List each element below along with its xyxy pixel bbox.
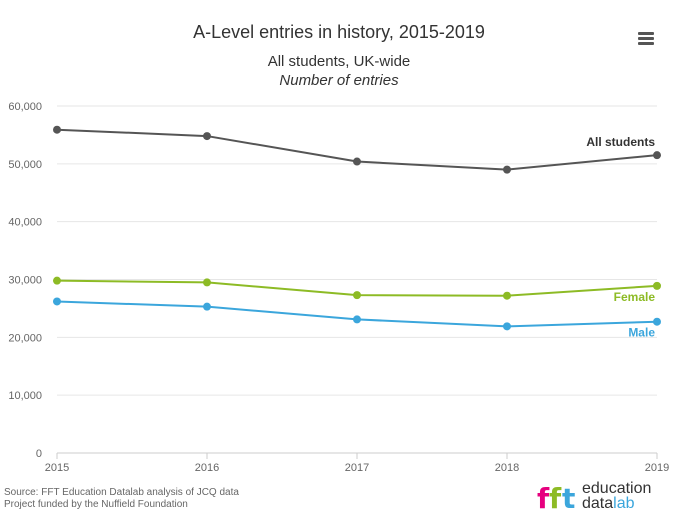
fft-logo-icon: f f t [537, 482, 575, 515]
logo-line-1: education [582, 480, 652, 497]
data-point-male [353, 315, 361, 324]
data-point-female [353, 291, 361, 300]
data-point-female [503, 291, 511, 300]
data-point-male [503, 322, 511, 331]
data-point-male [203, 302, 211, 311]
logo-lab: lab [613, 495, 635, 512]
chart-title: A-Level entries in history, 2015-2019 [193, 22, 485, 42]
data-point-all-students [503, 165, 511, 174]
data-point-female [53, 276, 61, 285]
y-tick-label: 60,000 [8, 101, 42, 113]
logo-wordmark: education datalab [582, 480, 652, 512]
x-tick-label: 2019 [645, 462, 669, 474]
data-point-all-students [353, 157, 361, 166]
y-tick-label: 50,000 [8, 159, 42, 171]
x-tick-label: 2016 [195, 462, 219, 474]
data-point-all-students [653, 151, 661, 160]
data-point-male [53, 297, 61, 306]
source-note: Source: FFT Education Datalab analysis o… [4, 487, 239, 511]
y-tick-label: 40,000 [8, 217, 42, 229]
x-tick-label: 2018 [495, 462, 519, 474]
data-point-female [653, 281, 661, 290]
logo-line-2: datalab [582, 495, 651, 512]
source-line-1: Source: FFT Education Datalab analysis o… [4, 487, 239, 498]
y-tick-label: 20,000 [8, 332, 42, 344]
x-tick-label: 2017 [345, 462, 369, 474]
chart-subtitle: All students, UK-wide [267, 53, 411, 70]
logo-data: data [582, 495, 614, 512]
y-tick-label: 0 [36, 448, 42, 460]
series-label-all-students: All students [586, 135, 655, 149]
source-line-2: Project funded by the Nuffield Foundatio… [4, 499, 188, 510]
svg-text:f: f [549, 482, 562, 514]
x-tick-label: 2015 [45, 462, 69, 474]
svg-text:t: t [562, 482, 575, 514]
education-datalab-logo: f f t education datalab [536, 480, 666, 516]
y-tick-label: 30,000 [8, 275, 42, 287]
data-point-male [653, 317, 661, 326]
chart-subtitle-italic: Number of entries [279, 72, 399, 89]
svg-text:f: f [537, 482, 550, 514]
series-label-male: Male [628, 326, 655, 340]
data-point-all-students [203, 132, 211, 141]
series-label-female: Female [614, 290, 656, 304]
y-tick-label: 10,000 [8, 390, 42, 402]
data-point-female [203, 278, 211, 287]
data-point-all-students [53, 125, 61, 134]
hamburger-menu-icon[interactable] [634, 29, 658, 47]
